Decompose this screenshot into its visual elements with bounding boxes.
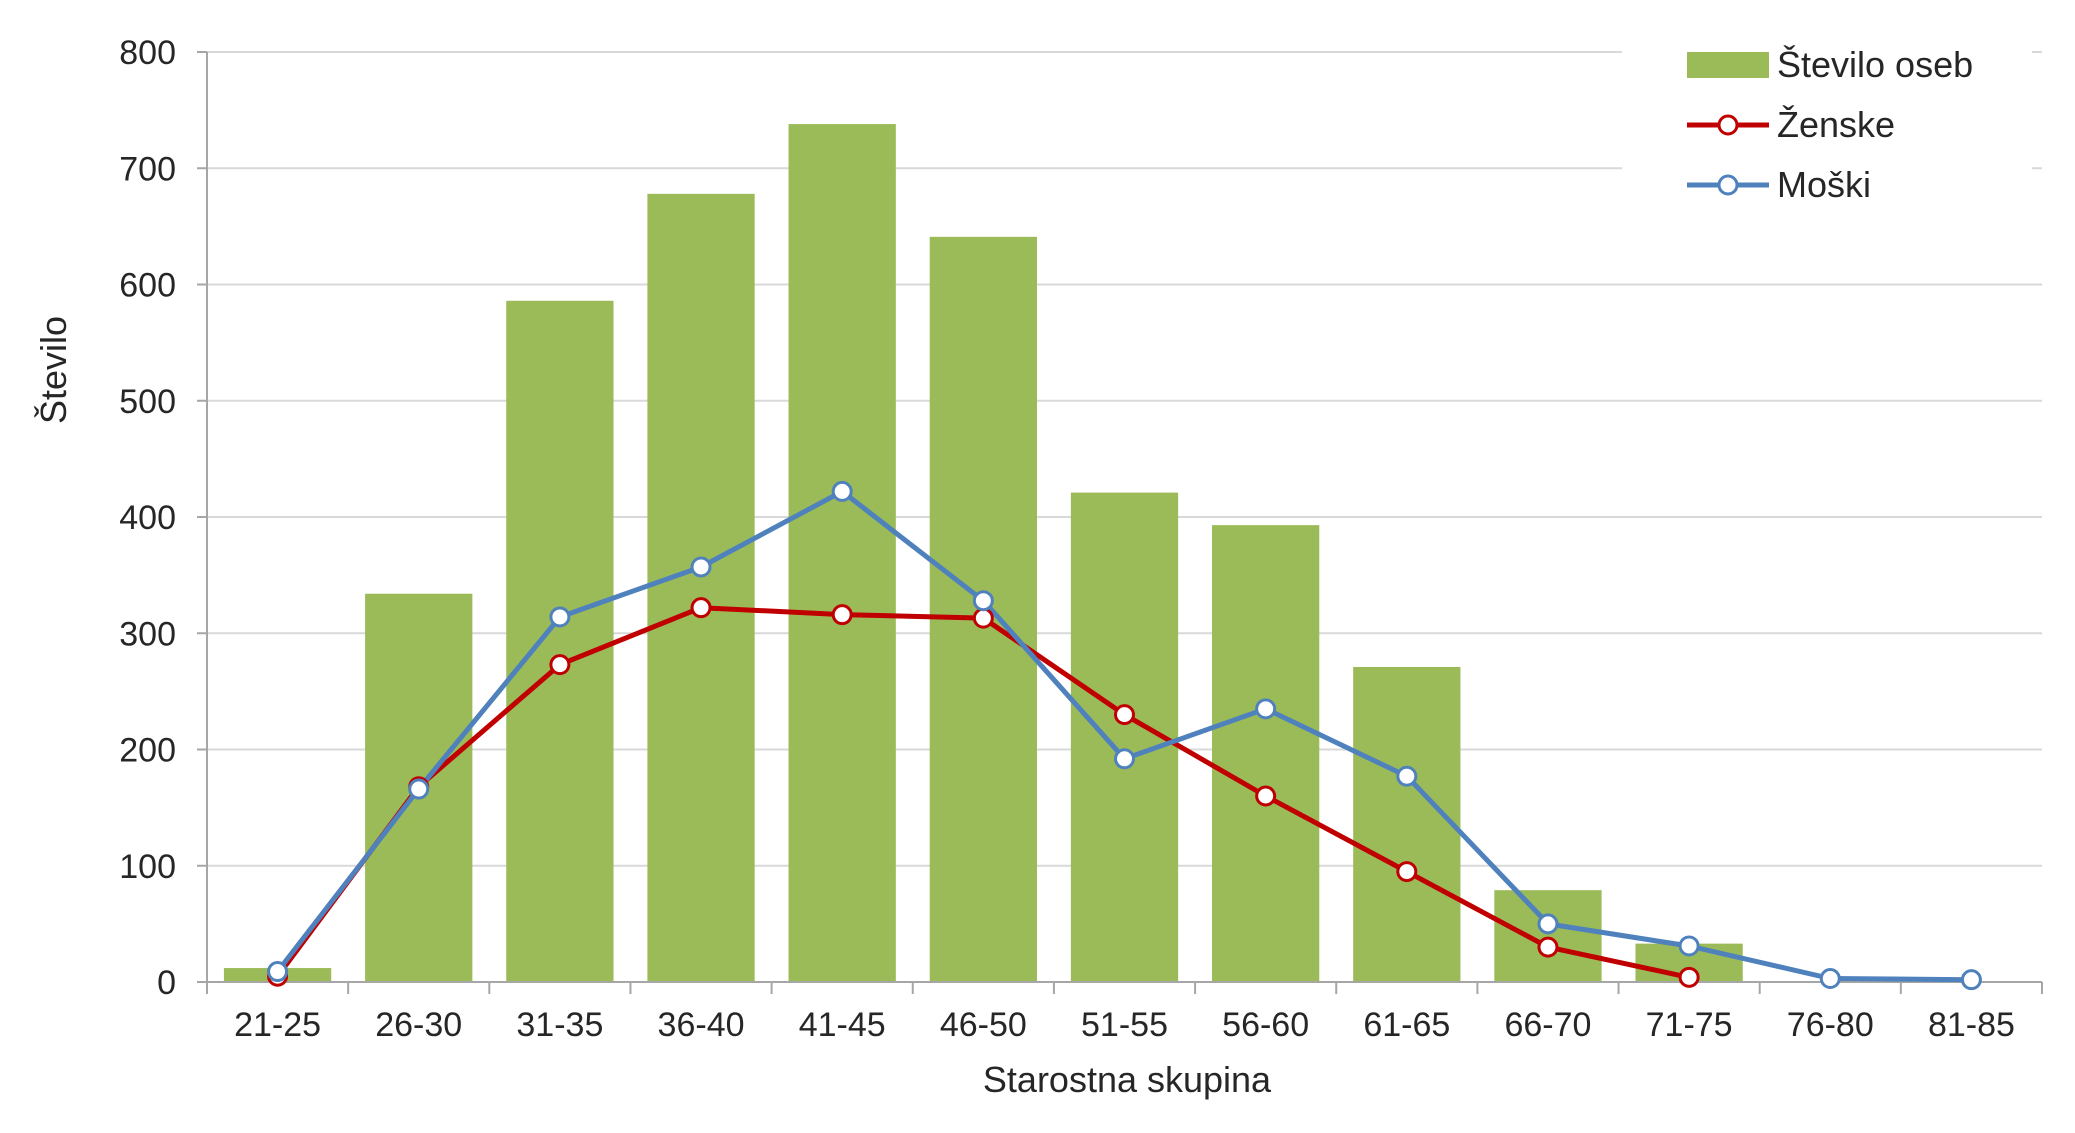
data-point: [972, 607, 994, 629]
y-axis-title: Število: [33, 316, 74, 424]
x-tick-label: 66-70: [1504, 1006, 1591, 1044]
legend-label: Število oseb: [1777, 44, 1973, 85]
data-point: [549, 654, 571, 676]
x-tick-label: 51-55: [1081, 1006, 1168, 1044]
legend-marker: [1717, 174, 1739, 196]
line-series-layer: [267, 480, 1982, 991]
data-point: [1396, 765, 1418, 787]
data-point: [1960, 969, 1982, 991]
data-point: [549, 606, 571, 628]
x-tick-label: 76-80: [1787, 1006, 1874, 1044]
y-tick-label: 800: [119, 34, 176, 72]
x-tick-label: 71-75: [1646, 1006, 1733, 1044]
bar: [506, 300, 614, 982]
y-tick-label: 500: [119, 383, 176, 421]
x-tick-label: 81-85: [1928, 1006, 2015, 1044]
bar: [647, 193, 755, 982]
x-tick-label: 21-25: [234, 1006, 321, 1044]
y-tick-labels: 0 100 200 300 400 500 600 700 800: [119, 34, 176, 1002]
data-point: [1114, 704, 1135, 726]
bar: [788, 124, 896, 982]
y-tick-label: 100: [119, 848, 176, 886]
legend-swatch: [1687, 52, 1769, 78]
data-point: [408, 778, 430, 800]
bar: [1353, 666, 1461, 982]
data-point: [267, 961, 289, 983]
y-tick-label: 300: [119, 615, 176, 653]
y-tick-label: 600: [119, 267, 176, 305]
x-tick-label: 41-45: [799, 1006, 886, 1044]
data-point: [1255, 785, 1277, 807]
data-point: [831, 604, 853, 626]
data-point: [1678, 935, 1700, 957]
data-point: [1537, 936, 1559, 958]
data-point: [1678, 966, 1700, 988]
data-point: [972, 590, 994, 612]
bar-series-layer: [223, 124, 1743, 982]
y-tick-label: 200: [119, 732, 176, 770]
bar: [1494, 890, 1602, 982]
y-tick-label: 700: [119, 150, 176, 188]
x-tick-label: 56-60: [1222, 1006, 1309, 1044]
y-tick-label: 0: [157, 964, 176, 1002]
legend-label: Moški: [1777, 164, 1871, 205]
x-tick-label: 61-65: [1363, 1006, 1450, 1044]
x-tick-label: 31-35: [516, 1006, 603, 1044]
x-tick-label: 26-30: [375, 1006, 462, 1044]
data-point: [690, 597, 712, 619]
data-point: [690, 556, 712, 578]
legend-marker: [1717, 114, 1739, 136]
x-tick-label: 46-50: [940, 1006, 1027, 1044]
x-tick-label: 36-40: [658, 1006, 745, 1044]
axes: [197, 51, 2043, 994]
bar: [1212, 525, 1320, 982]
data-point: [1819, 968, 1841, 990]
data-point: [1255, 698, 1277, 720]
data-point: [1114, 748, 1135, 770]
data-point: [1537, 913, 1559, 935]
legend: Število oseb Ženske Moški: [1622, 42, 2032, 222]
data-point: [1396, 861, 1418, 883]
legend-label: Ženske: [1777, 104, 1895, 145]
x-tick-labels: 21-25 26-30 31-35 36-40 41-45 46-50 51-55 56-60…: [234, 1006, 2015, 1044]
data-point: [831, 480, 853, 502]
x-axis-title: Starostna skupina: [983, 1059, 1272, 1100]
y-tick-label: 400: [119, 499, 176, 537]
